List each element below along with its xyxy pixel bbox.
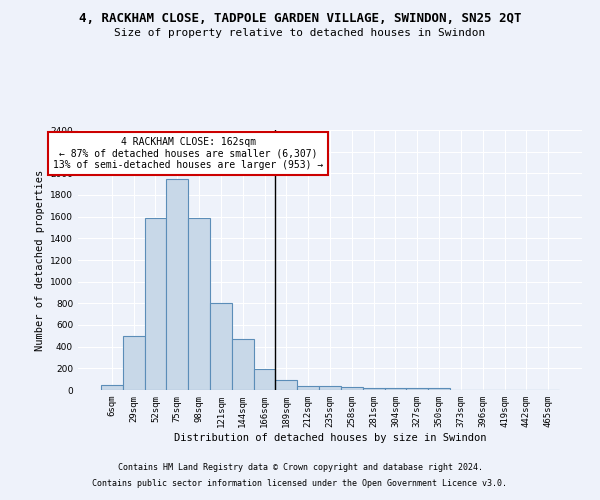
Text: 4 RACKHAM CLOSE: 162sqm
← 87% of detached houses are smaller (6,307)
13% of semi: 4 RACKHAM CLOSE: 162sqm ← 87% of detache…: [53, 137, 323, 170]
Bar: [319, 386, 341, 390]
Bar: [428, 388, 450, 390]
Bar: [385, 388, 406, 390]
Bar: [341, 388, 363, 390]
Bar: [406, 388, 428, 390]
Text: 4, RACKHAM CLOSE, TADPOLE GARDEN VILLAGE, SWINDON, SN25 2QT: 4, RACKHAM CLOSE, TADPOLE GARDEN VILLAGE…: [79, 12, 521, 26]
Bar: [254, 369, 275, 390]
Bar: [232, 338, 254, 390]
Bar: [363, 388, 385, 390]
Text: Contains public sector information licensed under the Open Government Licence v3: Contains public sector information licen…: [92, 478, 508, 488]
Bar: [145, 218, 166, 390]
Text: Size of property relative to detached houses in Swindon: Size of property relative to detached ho…: [115, 28, 485, 38]
Bar: [123, 336, 145, 390]
X-axis label: Distribution of detached houses by size in Swindon: Distribution of detached houses by size …: [174, 432, 486, 442]
Bar: [166, 179, 188, 390]
Bar: [210, 304, 232, 390]
Bar: [188, 218, 210, 390]
Y-axis label: Number of detached properties: Number of detached properties: [35, 170, 44, 350]
Bar: [101, 384, 123, 390]
Bar: [275, 380, 297, 390]
Bar: [297, 386, 319, 390]
Text: Contains HM Land Registry data © Crown copyright and database right 2024.: Contains HM Land Registry data © Crown c…: [118, 464, 482, 472]
